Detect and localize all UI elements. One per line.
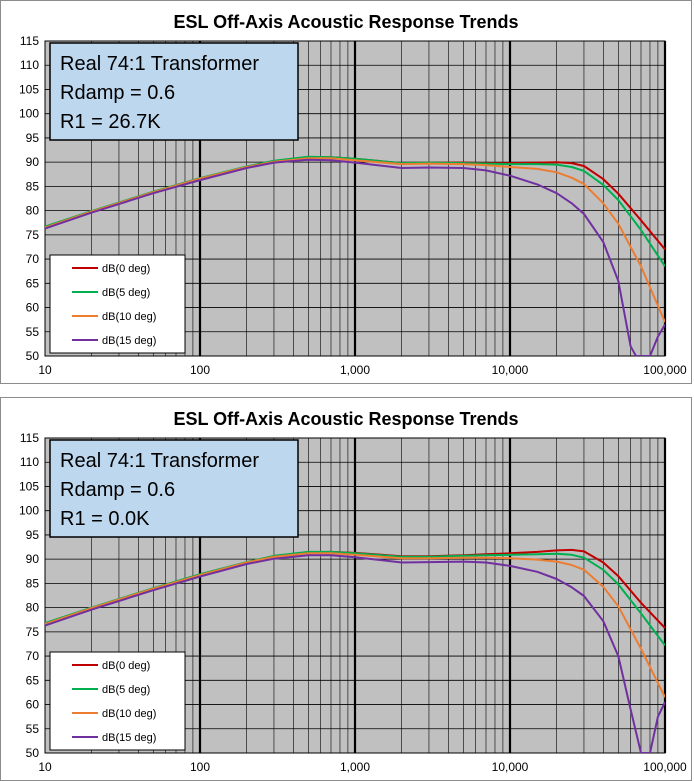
chart-panel-2: ESL Off-Axis Acoustic Response Trends 50 5… <box>0 397 692 781</box>
x-tick-label: 10 <box>38 760 52 774</box>
legend-label: dB(5 deg) <box>102 287 150 299</box>
annotation-line: R1 = 0.0K <box>60 508 150 530</box>
annotation-line: Real 74:1 Transformer <box>60 53 259 75</box>
plot-border <box>44 437 666 754</box>
y-tick-label: 90 <box>26 552 40 566</box>
annotation-line: Real 74:1 Transformer <box>60 450 259 472</box>
y-tick-label: 90 <box>26 155 40 169</box>
chart-panel-1: ESL Off-Axis Acoustic Response Trends 50 5… <box>0 0 692 384</box>
y-tick-label: 55 <box>26 722 40 736</box>
y-tick-label: 115 <box>20 34 39 48</box>
y-tick-label: 55 <box>26 325 40 339</box>
legend-label: dB(5 deg) <box>102 684 150 696</box>
y-tick-label: 75 <box>26 228 40 242</box>
y-tick-label: 100 <box>19 504 39 518</box>
y-tick-label: 95 <box>26 131 40 145</box>
annotation-background <box>49 42 299 141</box>
y-tick-label: 105 <box>19 479 39 493</box>
y-tick-label: 75 <box>26 625 40 639</box>
y-tick-label: 110 <box>20 455 39 469</box>
y-tick-label: 60 <box>26 301 40 315</box>
series-line-2 <box>45 552 665 698</box>
series-group <box>45 155 665 356</box>
x-tick-label: 100,000 <box>643 760 687 774</box>
x-tick-label: 1,000 <box>340 760 370 774</box>
plot-border <box>44 40 666 357</box>
y-tick-label: 60 <box>26 698 40 712</box>
y-tick-label: 80 <box>26 601 40 615</box>
annotation-background <box>49 439 299 538</box>
x-tick-label: 10 <box>38 363 52 377</box>
y-tick-label: 50 <box>26 349 40 363</box>
chart-2: ESL Off-Axis Acoustic Response Trends 50 5… <box>19 409 687 774</box>
legend-label: dB(15 deg) <box>102 732 156 744</box>
legend-box <box>49 254 186 354</box>
x-tick-label: 1,000 <box>340 363 370 377</box>
annotation-box: Real 74:1 Transformer Rdamp = 0.6 R1 = 26.… <box>49 42 299 141</box>
series-line-3 <box>45 158 665 356</box>
legend: dB(0 deg) dB(5 deg) dB(10 deg) dB(15 deg) <box>49 254 186 354</box>
y-tick-label: 65 <box>26 673 40 687</box>
series-line-2 <box>45 157 665 323</box>
annotation-line: R1 = 26.7K <box>60 111 161 133</box>
y-tick-label: 115 <box>20 431 39 445</box>
y-tick-label: 110 <box>20 58 39 72</box>
y-tick-label: 50 <box>26 746 40 760</box>
x-tick-label: 10,000 <box>492 760 529 774</box>
chart-1: ESL Off-Axis Acoustic Response Trends 50 5… <box>19 12 687 377</box>
chart-title: ESL Off-Axis Acoustic Response Trends <box>173 12 518 32</box>
legend-label: dB(0 deg) <box>102 263 150 275</box>
y-tick-label: 105 <box>19 82 39 96</box>
y-tick-label: 85 <box>26 576 40 590</box>
series-group <box>45 548 665 753</box>
annotation-line: Rdamp = 0.6 <box>60 479 175 501</box>
y-tick-label: 95 <box>26 528 40 542</box>
y-tick-label: 85 <box>26 179 40 193</box>
y-tick-label: 70 <box>26 649 40 663</box>
x-tick-label: 100,000 <box>643 363 687 377</box>
legend-label: dB(15 deg) <box>102 335 156 347</box>
legend-label: dB(10 deg) <box>102 311 156 323</box>
annotation-line: Rdamp = 0.6 <box>60 82 175 104</box>
series-line-3 <box>45 554 665 753</box>
x-tick-label: 100 <box>190 760 210 774</box>
y-tick-label: 100 <box>19 107 39 121</box>
legend: dB(0 deg) dB(5 deg) dB(10 deg) dB(15 deg) <box>49 651 186 751</box>
legend-box <box>49 651 186 751</box>
y-tick-label: 65 <box>26 276 40 290</box>
x-tick-label: 100 <box>190 363 210 377</box>
chart-title: ESL Off-Axis Acoustic Response Trends <box>173 409 518 429</box>
legend-label: dB(0 deg) <box>102 660 150 672</box>
legend-label: dB(10 deg) <box>102 708 156 720</box>
x-tick-label: 10,000 <box>492 363 529 377</box>
y-tick-label: 80 <box>26 204 40 218</box>
y-tick-label: 70 <box>26 252 40 266</box>
annotation-box: Real 74:1 Transformer Rdamp = 0.6 R1 = 0.0… <box>49 439 299 538</box>
